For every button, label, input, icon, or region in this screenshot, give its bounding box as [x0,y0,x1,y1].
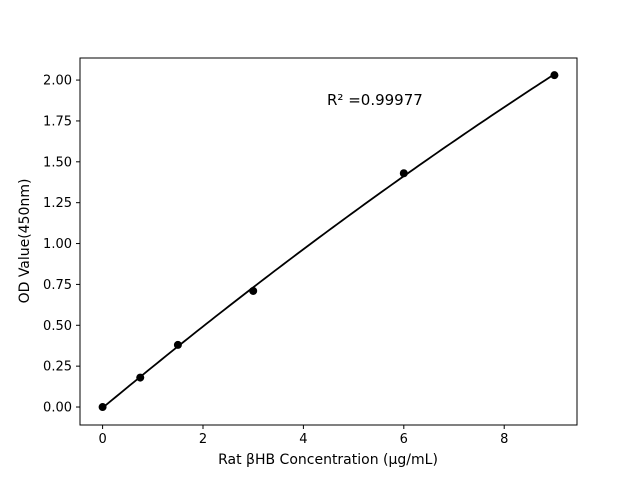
y-tick-label: 1.50 [43,155,72,170]
x-tick-label: 2 [199,432,207,447]
data-point [173,340,182,349]
y-tick-label: 1.25 [43,196,72,211]
x-tick-label: 6 [400,432,408,447]
data-point [136,373,145,382]
y-tick-label: 1.00 [43,237,72,252]
data-point [550,71,559,80]
y-tick-label: 0.25 [43,360,72,375]
y-tick-label: 0.00 [43,401,72,416]
x-tick-label: 0 [98,432,106,447]
plot-border [79,57,578,426]
x-tick-label: 4 [299,432,307,447]
x-axis-label: Rat βHB Concentration (μg/mL) [218,452,438,468]
y-tick-label: 2.00 [43,74,72,89]
fit-line [102,73,555,409]
r-squared-annotation: R² =0.99977 [327,91,423,109]
data-point [98,403,107,412]
x-tick-label: 8 [500,432,508,447]
data-point [399,169,408,178]
y-tick-label: 1.75 [43,114,72,129]
data-point [249,286,258,295]
y-axis-label: OD Value(450nm) [17,178,33,304]
y-tick-label: 0.50 [43,319,72,334]
y-tick-label: 0.75 [43,278,72,293]
